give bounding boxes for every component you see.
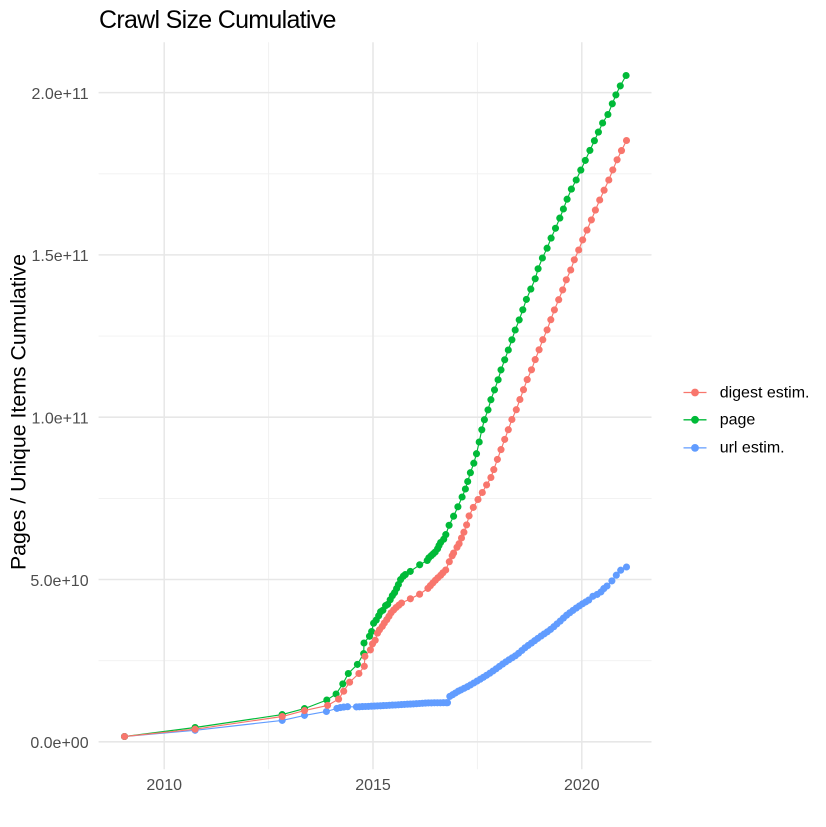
- svg-text:Pages / Unique Items Cumulativ: Pages / Unique Items Cumulative: [7, 254, 31, 570]
- svg-text:page: page: [720, 412, 756, 429]
- svg-text:5.0e+10: 5.0e+10: [30, 573, 88, 590]
- svg-text:url estim.: url estim.: [720, 440, 785, 457]
- svg-text:Crawl Size Cumulative: Crawl Size Cumulative: [99, 6, 336, 34]
- svg-text:1.5e+11: 1.5e+11: [32, 248, 89, 265]
- svg-text:2020: 2020: [564, 777, 600, 794]
- svg-text:2.0e+11: 2.0e+11: [32, 86, 89, 103]
- svg-text:0.0e+00: 0.0e+00: [30, 735, 88, 752]
- svg-text:1.0e+11: 1.0e+11: [32, 411, 89, 428]
- svg-text:digest estim.: digest estim.: [720, 384, 810, 401]
- svg-text:2010: 2010: [146, 777, 182, 794]
- svg-text:2015: 2015: [355, 777, 391, 794]
